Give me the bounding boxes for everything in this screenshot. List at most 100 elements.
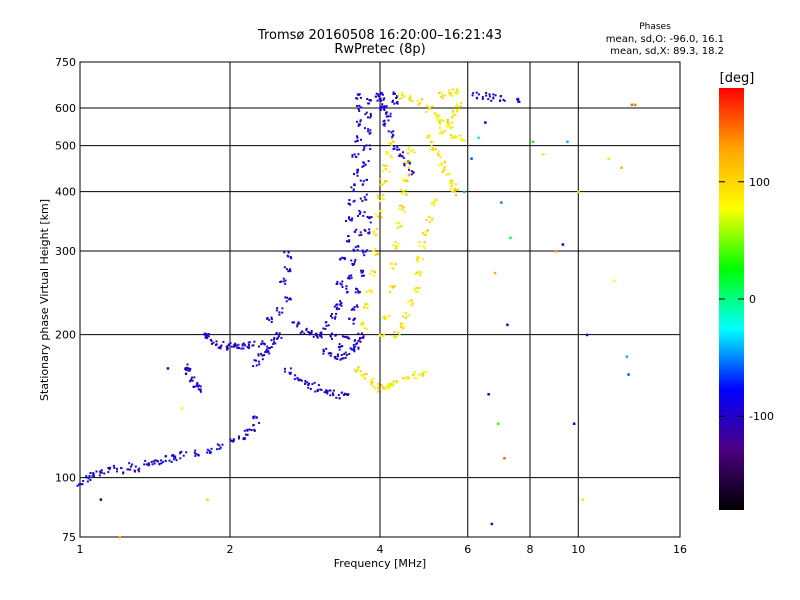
echo-point-O — [282, 280, 285, 283]
echo-point-O — [353, 306, 356, 308]
echo-point-O — [113, 466, 116, 469]
echo-point-O — [363, 145, 366, 148]
echo-point-sparse — [118, 536, 121, 539]
echo-point-O — [377, 95, 380, 98]
echo-point-O — [287, 298, 290, 301]
echo-point-O — [242, 438, 245, 441]
echo-point-O — [342, 357, 345, 360]
echo-point-O — [353, 260, 356, 263]
echo-point-O — [368, 228, 371, 231]
echo-point-X — [423, 233, 426, 236]
echo-point-X — [404, 193, 407, 196]
echo-point-O — [171, 454, 173, 457]
phases-heading: Phases — [639, 22, 671, 32]
echo-point-O — [275, 332, 278, 334]
echo-point-O — [255, 364, 258, 367]
echo-point-O — [238, 347, 240, 350]
echo-point-O — [219, 446, 222, 449]
echo-point-O — [344, 356, 347, 359]
echo-point-O — [270, 339, 273, 342]
echo-point-X — [390, 144, 393, 147]
echo-point-X — [366, 303, 369, 306]
echo-point-X — [419, 101, 422, 104]
echo-point-X — [392, 380, 395, 383]
echo-point-O — [354, 339, 356, 342]
echo-point-X — [451, 111, 454, 114]
echo-point-X — [436, 154, 439, 157]
echo-point-O — [89, 472, 92, 474]
echo-point-O — [359, 119, 362, 122]
echo-point-O — [257, 354, 260, 357]
echo-point-X — [392, 383, 395, 386]
echo-point-O — [408, 168, 410, 171]
echo-point-X — [356, 367, 359, 370]
echo-point-O — [306, 381, 309, 384]
echo-point-O — [368, 144, 371, 147]
echo-point-O — [381, 93, 384, 96]
echo-point-X — [440, 163, 443, 166]
echo-point-O — [285, 300, 288, 303]
echo-point-X — [444, 94, 446, 97]
echo-point-X — [431, 147, 434, 150]
x-tick-label: 6 — [464, 543, 471, 556]
echo-point-O — [261, 354, 264, 357]
echo-point-O — [332, 394, 335, 396]
echo-point-O — [335, 333, 338, 336]
echo-point-O — [352, 188, 355, 191]
echo-point-X — [403, 211, 406, 213]
echo-point-X — [407, 376, 410, 379]
echo-point-O — [246, 429, 249, 432]
echo-point-O — [376, 99, 379, 102]
echo-point-O — [199, 389, 202, 392]
echo-point-X — [395, 221, 398, 224]
echo-point-O — [185, 451, 188, 454]
echo-point-sparse — [577, 190, 580, 194]
y-axis-label: Stationary phase Virtual Height [km] — [38, 199, 51, 401]
echo-point-O — [253, 415, 256, 418]
echo-point-X — [453, 189, 456, 192]
echo-point-O — [333, 305, 336, 308]
echo-point-O — [100, 469, 103, 472]
echo-point-X — [408, 159, 411, 162]
echo-point-O — [230, 439, 233, 442]
echo-point-sparse — [627, 373, 630, 376]
echo-point-X — [423, 241, 426, 244]
echo-point-O — [338, 397, 341, 400]
echo-point-O — [364, 163, 367, 166]
echo-point-X — [395, 247, 398, 250]
echo-point-O — [354, 291, 357, 294]
echo-point-O — [352, 343, 355, 346]
echo-point-O — [210, 447, 213, 450]
echo-point-X — [451, 126, 454, 128]
echo-point-O — [348, 317, 351, 320]
echo-point-O — [253, 429, 256, 432]
echo-point-O — [182, 454, 185, 457]
echo-point-O — [103, 472, 106, 475]
echo-point-X — [366, 306, 369, 309]
echo-point-O — [367, 128, 370, 131]
echo-point-O — [285, 268, 288, 271]
echo-point-O — [363, 228, 366, 231]
echo-point-O — [180, 450, 183, 453]
echo-point-O — [270, 346, 273, 348]
echo-point-O — [345, 240, 348, 243]
echo-point-X — [411, 302, 414, 304]
echo-point-O — [197, 388, 200, 391]
echo-point-O — [172, 454, 175, 456]
echo-point-O — [339, 257, 342, 260]
echo-point-O — [192, 385, 195, 388]
colorbar-tick-label: -100 — [749, 410, 774, 423]
echo-point-O — [282, 277, 285, 280]
echo-point-X — [436, 115, 438, 118]
echo-point-O — [273, 341, 275, 344]
echo-point-O — [383, 109, 386, 111]
echo-point-sparse — [554, 250, 557, 253]
echo-point-O — [286, 296, 288, 299]
echo-point-X — [437, 164, 440, 167]
echo-point-O — [289, 268, 292, 271]
echo-point-O — [219, 346, 222, 349]
echo-point-O — [116, 467, 118, 470]
echo-point-X — [407, 174, 410, 177]
echo-point-O — [518, 101, 521, 103]
echo-point-O — [356, 171, 359, 174]
